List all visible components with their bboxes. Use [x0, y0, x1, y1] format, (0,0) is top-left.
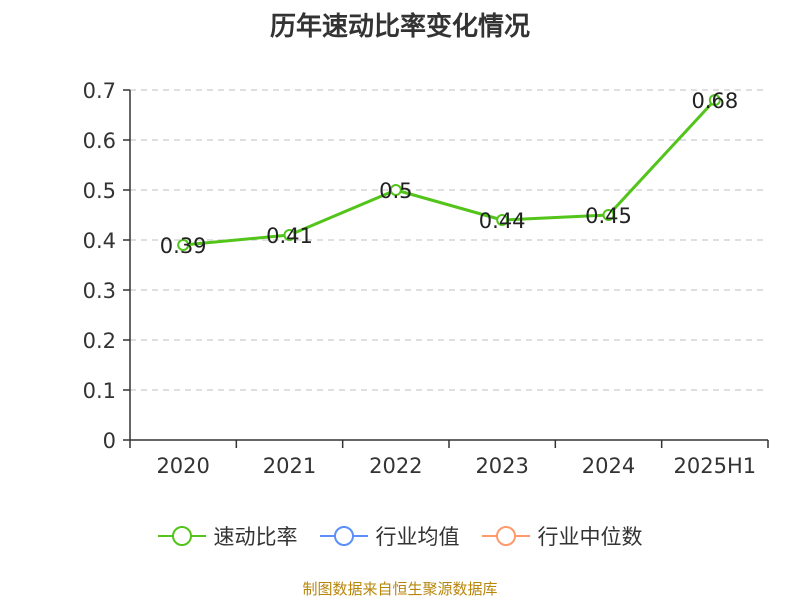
data-label: 0.68 — [691, 89, 738, 113]
data-label: 0.44 — [479, 209, 526, 233]
gridlines — [130, 89, 768, 391]
y-tick-label: 0.7 — [83, 79, 116, 103]
data-points — [177, 94, 721, 251]
x-tick-label: 2024 — [582, 454, 635, 478]
x-tick-label: 2023 — [475, 454, 528, 478]
legend-symbol-quick-ratio — [157, 524, 206, 548]
source-note: 制图数据来自恒生聚源数据库 — [302, 580, 498, 598]
y-tick-label: 0.5 — [83, 179, 116, 203]
y-tick-label: 0.6 — [83, 129, 116, 153]
data-label: 0.45 — [585, 204, 632, 228]
data-label: 0.5 — [379, 179, 412, 203]
legend-item-industry-median[interactable]: 行业中位数 — [481, 521, 643, 551]
axes: 0 0.1 0.2 0.3 0.4 0.5 0.6 0.7 2020 2021 2022 2023 20… — [83, 79, 769, 478]
data-point — [602, 209, 615, 221]
y-tick-label: 0.2 — [83, 329, 116, 353]
legend-item-quick-ratio[interactable]: 速动比率 — [157, 521, 298, 551]
data-point — [708, 94, 721, 106]
x-tick-label: 2021 — [263, 454, 316, 478]
legend: 速动比率 行业均值 行业中位数 — [0, 518, 800, 554]
data-point — [496, 214, 509, 226]
x-tick-label: 2025H1 — [674, 454, 757, 478]
legend-dot — [495, 526, 516, 546]
series-line — [183, 98, 716, 247]
data-point — [283, 229, 296, 241]
x-tick-label: 2020 — [156, 454, 209, 478]
legend-label: 速动比率 — [213, 525, 298, 549]
legend-symbol-industry-mean — [319, 524, 368, 548]
data-point — [389, 184, 402, 196]
data-labels: 0.39 0.41 0.5 0.44 0.45 0.68 — [160, 89, 738, 258]
legend-label: 行业中位数 — [537, 525, 643, 549]
legend-label: 行业均值 — [375, 525, 460, 549]
legend-dot — [171, 526, 192, 546]
legend-dot — [333, 526, 354, 546]
series-lines — [183, 98, 716, 247]
chart-title: 历年速动比率变化情况 — [269, 12, 530, 42]
y-tick-label: 0.1 — [83, 379, 116, 403]
data-label: 0.39 — [160, 234, 207, 258]
legend-item-industry-mean[interactable]: 行业均值 — [319, 521, 460, 551]
data-label: 0.41 — [266, 224, 313, 248]
y-tick-label: 0 — [103, 429, 116, 453]
x-tick-label: 2022 — [369, 454, 422, 478]
y-tick-label: 0.4 — [83, 229, 116, 253]
y-tick-label: 0.3 — [83, 279, 116, 303]
legend-symbol-industry-median — [481, 524, 530, 548]
data-point — [177, 239, 190, 251]
